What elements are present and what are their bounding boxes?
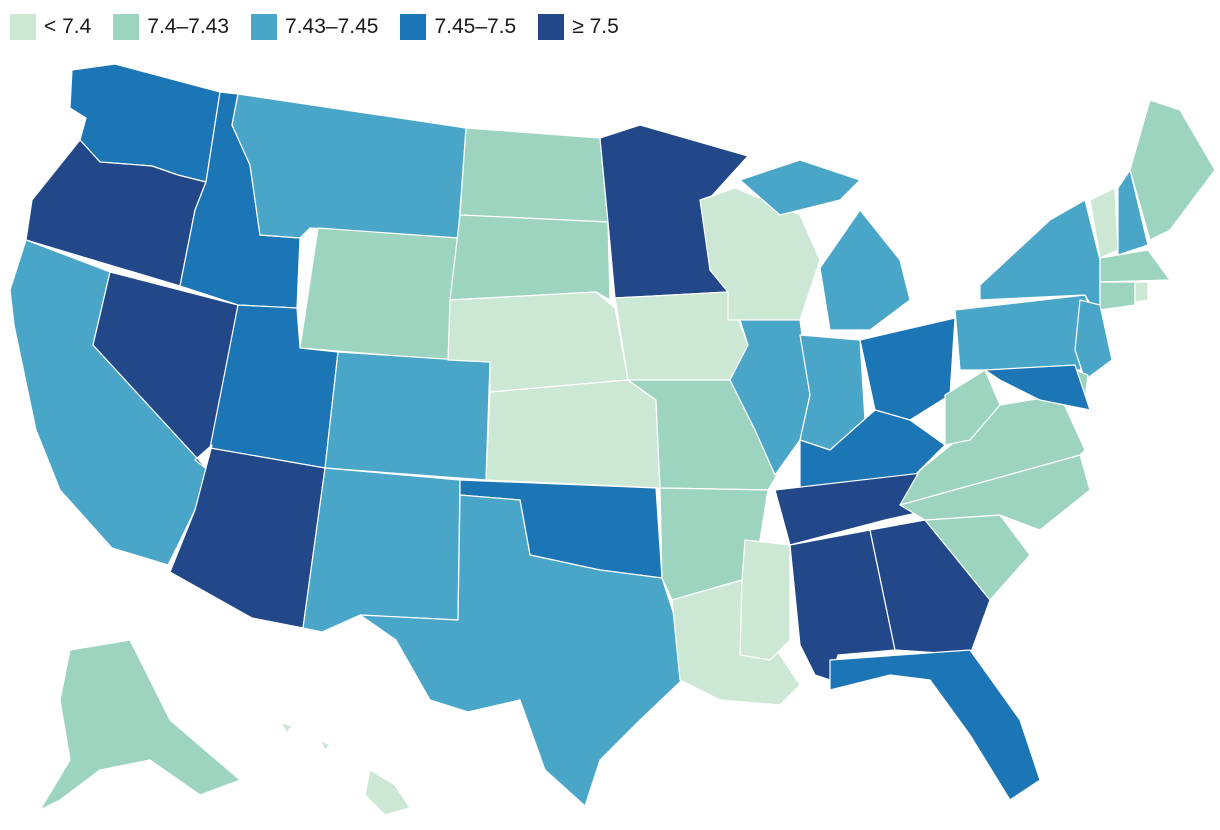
state-wv [944, 369, 1001, 446]
legend-label-1: 7.4–7.43 [147, 15, 230, 38]
legend-swatch-3 [400, 14, 427, 40]
legend-item-1: 7.4–7.43 [113, 14, 229, 40]
state-nh [1117, 169, 1149, 256]
legend-item-0: < 7.4 [10, 14, 91, 40]
legend-swatch-0 [10, 14, 36, 40]
legend-swatch-1 [113, 14, 140, 40]
state-mi [739, 159, 911, 331]
state-md [984, 364, 1091, 411]
legend-swatch-4 [538, 14, 565, 40]
state-nm [302, 467, 461, 633]
state-ks [485, 379, 661, 489]
state-ma [1099, 249, 1171, 283]
state-ga [869, 519, 991, 656]
state-wy [299, 227, 459, 361]
legend-label-4: ≥ 7.5 [572, 15, 619, 38]
legend-label-2: 7.43–7.45 [285, 15, 379, 38]
state-fl [829, 649, 1041, 801]
state-ak [39, 639, 241, 811]
legend-item-3: 7.45–7.5 [400, 14, 516, 40]
state-ct [1099, 281, 1136, 311]
legend-label-3: 7.45–7.5 [434, 15, 517, 38]
state-nj [1074, 299, 1113, 381]
legend-item-2: 7.43–7.45 [251, 14, 378, 40]
legend-swatch-2 [251, 14, 278, 40]
state-hi [279, 721, 411, 816]
state-co [324, 351, 491, 481]
state-ms [739, 539, 791, 661]
state-sd [449, 214, 611, 301]
state-oh [859, 317, 956, 421]
legend-item-4: ≥ 7.5 [538, 14, 619, 40]
state-tx [359, 494, 683, 807]
state-ri [1134, 281, 1149, 303]
state-mt [231, 93, 467, 239]
state-me [1129, 99, 1216, 241]
legend-label-0: < 7.4 [44, 15, 92, 38]
legend: < 7.4 7.4–7.43 7.43–7.45 7.45–7.5 ≥ 7.5 [10, 14, 619, 40]
state-nd [459, 127, 609, 223]
states-layer [9, 63, 1216, 816]
